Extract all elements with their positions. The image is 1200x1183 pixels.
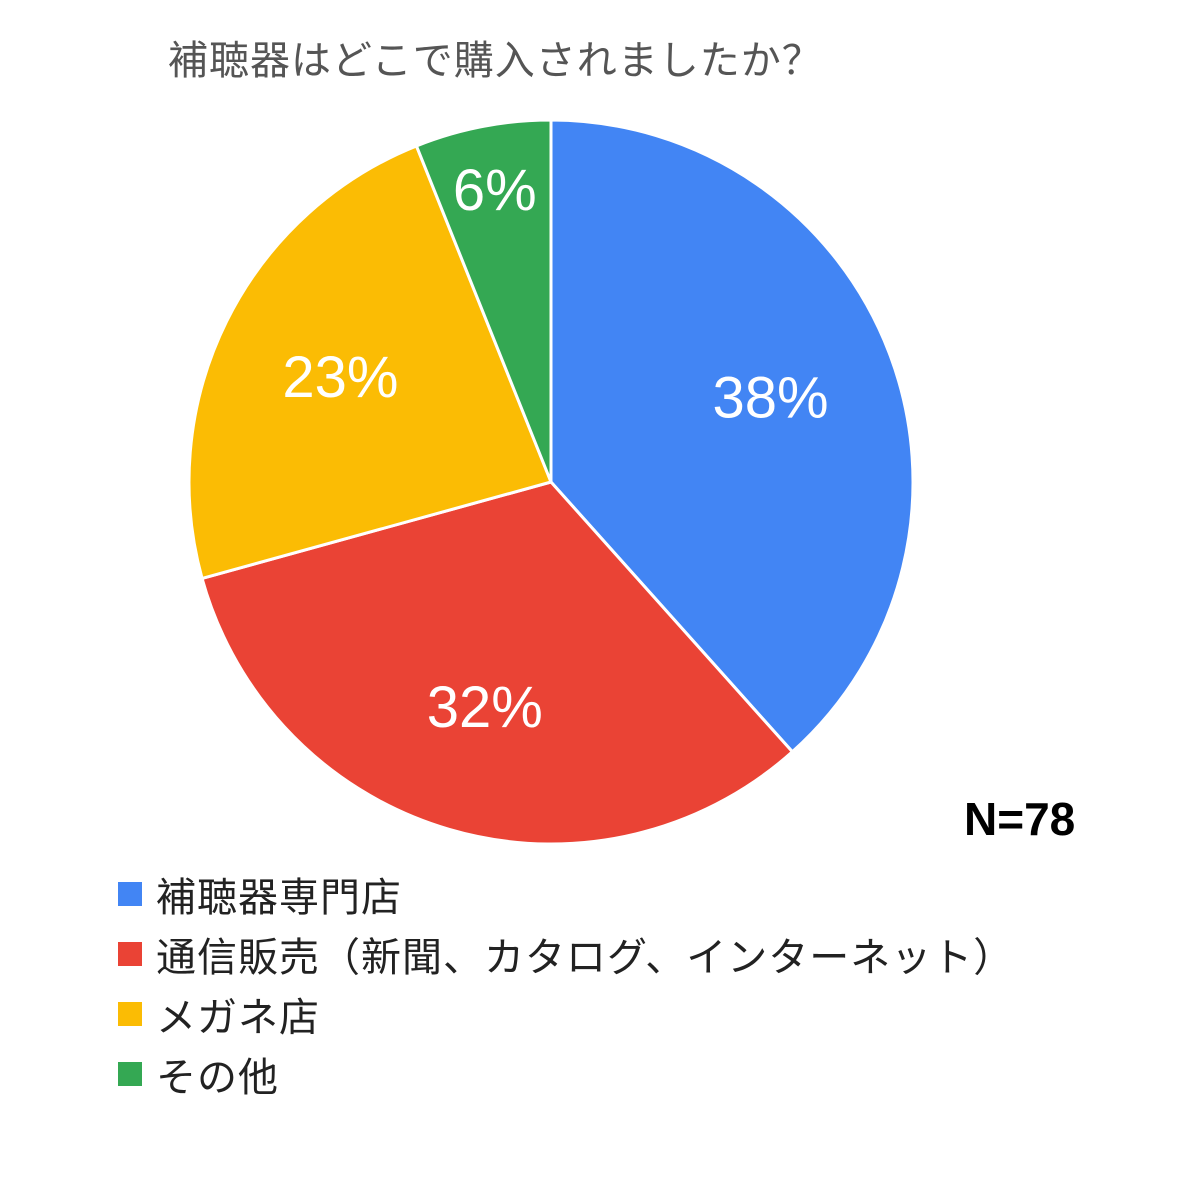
- legend-label: メガネ店: [156, 995, 320, 1041]
- slice-percent-label: 23%: [282, 345, 398, 410]
- legend-item: 補聴器専門店: [118, 864, 1014, 924]
- slice-percent-label: 32%: [427, 675, 543, 740]
- legend-swatch: [118, 942, 142, 966]
- pie-slice: [549, 118, 915, 754]
- legend-item: その他: [118, 1044, 1014, 1104]
- legend-swatch: [118, 882, 142, 906]
- pie-slice: [187, 143, 554, 581]
- pie-slice: [200, 480, 795, 846]
- chart-title: 補聴器はどこで購入されましたか？: [168, 38, 823, 84]
- sample-size-annotation: N=78: [964, 793, 1076, 845]
- pie-slice: [414, 118, 553, 483]
- legend-item: 通信販売（新聞、カタログ、インターネット）: [118, 924, 1014, 984]
- legend-item: メガネ店: [118, 984, 1014, 1044]
- legend-swatch: [118, 1062, 142, 1086]
- legend-label: 通信販売（新聞、カタログ、インターネット）: [156, 935, 1015, 981]
- legend-swatch: [118, 1002, 142, 1026]
- slice-percent-label: 6%: [453, 158, 537, 223]
- slice-percent-label: 38%: [712, 366, 828, 431]
- chart-legend: 補聴器専門店通信販売（新聞、カタログ、インターネット） メガネ店その他: [118, 864, 1014, 1104]
- legend-label: その他: [156, 1055, 279, 1101]
- legend-label: 補聴器専門店: [156, 875, 402, 921]
